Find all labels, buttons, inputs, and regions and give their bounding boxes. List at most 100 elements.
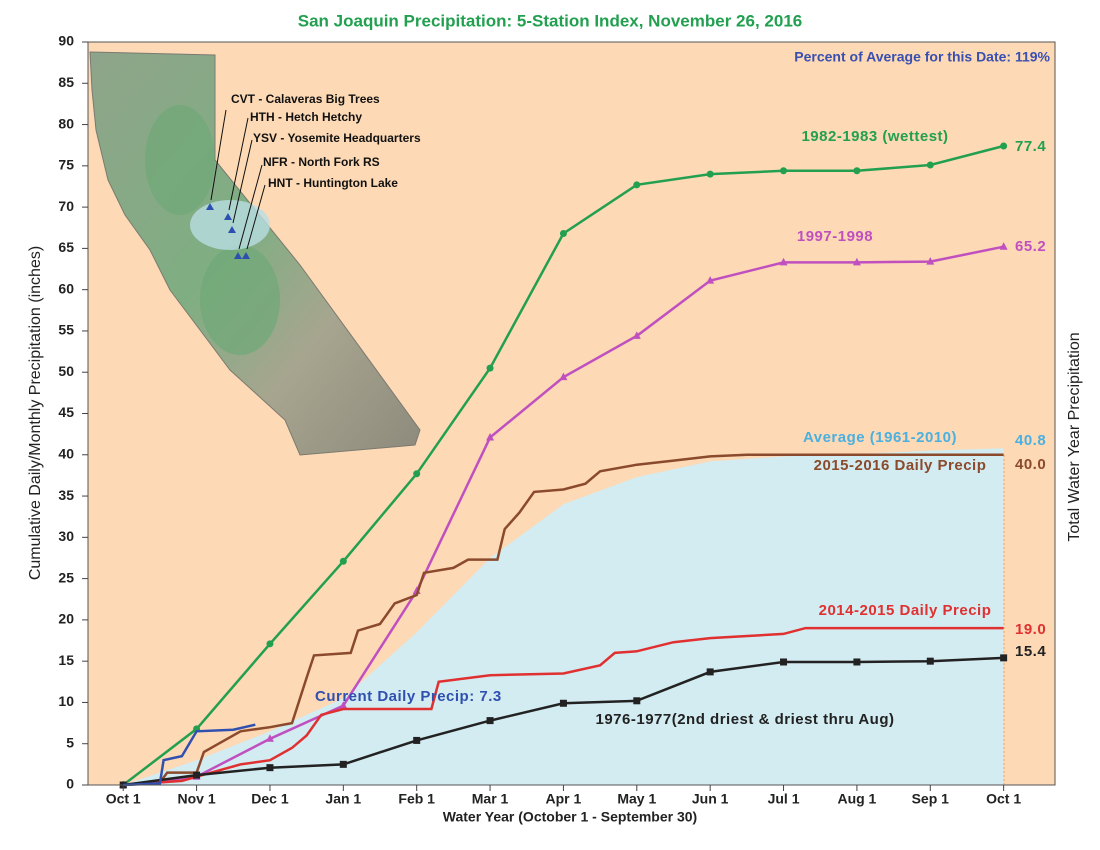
marker: [633, 181, 641, 189]
series-label: Average (1961-2010): [803, 429, 957, 446]
end-value-label: 19.0: [1015, 621, 1046, 638]
y-tick-label: 25: [58, 569, 74, 585]
y-tick-label: 10: [58, 693, 74, 709]
marker: [266, 640, 274, 648]
station: [228, 226, 236, 233]
x-tick-label: Sep 1: [912, 791, 950, 807]
marker: [265, 734, 274, 742]
marker: [999, 242, 1008, 250]
end-value-label: 77.4: [1015, 138, 1046, 155]
marker: [779, 257, 788, 266]
map-inset: CVT - Calaveras Big Trees HTH - Hetch He…: [89, 51, 421, 456]
y-tick-label: 65: [58, 239, 74, 255]
y-tick-label: 0: [66, 776, 74, 792]
y-tick-label: 80: [58, 115, 74, 131]
x-tick-label: Aug 1: [837, 791, 876, 807]
map-label: YSV - Yosemite Headquarters: [253, 131, 421, 145]
y-tick-label: 90: [58, 33, 74, 49]
station: [224, 213, 232, 220]
series-label: 2015-2016 Daily Precip: [814, 457, 987, 474]
end-value-label: 15.4: [1015, 643, 1046, 660]
y-tick-label: 30: [58, 528, 74, 544]
marker: [706, 170, 714, 178]
marker: [1000, 142, 1008, 150]
chart-title: San Joaquin Precipitation: 5-Station Ind…: [298, 11, 802, 30]
series-label: 2014-2015 Daily Precip: [819, 602, 992, 619]
y-tick-label: 35: [58, 487, 74, 503]
y-tick-label: 20: [58, 611, 74, 627]
marker: [926, 657, 934, 665]
marker: [853, 167, 861, 175]
series-line: [123, 453, 1004, 787]
valley: [145, 105, 215, 215]
marker: [926, 257, 935, 265]
series-label: 1976-1977(2nd driest & driest thru Aug): [595, 711, 894, 728]
marker: [486, 717, 494, 725]
marker: [926, 161, 934, 169]
station: [242, 252, 250, 259]
end-value-label: 40.8: [1015, 432, 1046, 449]
map-label: NFR - North Fork RS: [263, 155, 380, 169]
marker: [193, 771, 201, 779]
marker: [633, 697, 641, 705]
y-tick-label: 15: [58, 652, 74, 668]
end-value-label: 65.2: [1015, 238, 1046, 255]
x-axis-label: Water Year (October 1 - September 30): [443, 809, 697, 825]
y2-axis-label: Total Water Year Precipitation: [1066, 332, 1083, 541]
marker: [486, 432, 495, 441]
x-tick-label: Mar 1: [472, 791, 509, 807]
series-line: [123, 626, 1004, 787]
marker: [339, 701, 348, 709]
marker: [486, 364, 494, 372]
marker: [339, 760, 347, 768]
map-label: HTH - Hetch Hetchy: [250, 110, 362, 124]
x-tick-label: May 1: [617, 791, 656, 807]
x-tick-label: Oct 1: [986, 791, 1021, 807]
y-tick-label: 50: [58, 363, 74, 379]
y-tick-label: 45: [58, 404, 74, 420]
series-label: Current Daily Precip: 7.3: [315, 688, 502, 705]
valley: [200, 245, 280, 355]
y-tick-label: 85: [58, 74, 74, 90]
marker: [632, 331, 641, 339]
station: [206, 203, 214, 210]
marker: [413, 736, 421, 744]
x-tick-label: Nov 1: [178, 791, 216, 807]
marker: [266, 764, 274, 772]
y-tick-label: 70: [58, 198, 74, 214]
marker: [706, 276, 715, 284]
y-tick-label: 75: [58, 157, 74, 173]
x-tick-label: Oct 1: [106, 791, 141, 807]
series-line: [123, 723, 256, 787]
subtitle: Percent of Average for this Date: 119%: [794, 49, 1050, 65]
arrows: [210, 109, 266, 250]
y-tick-label: 60: [58, 280, 74, 296]
y-tick-label: 40: [58, 445, 74, 461]
marker: [852, 257, 861, 266]
x-tick-label: Jul 1: [768, 791, 800, 807]
marker: [413, 470, 421, 478]
y-tick-label: 55: [58, 322, 74, 338]
marker: [339, 557, 347, 565]
x-tick-label: Dec 1: [251, 791, 289, 807]
marker: [559, 699, 567, 707]
marker: [559, 230, 567, 238]
y-tick-label: 5: [66, 734, 74, 750]
x-tick-label: Feb 1: [398, 791, 435, 807]
marker: [706, 668, 714, 676]
y-axis-label: Cumulative Daily/Monthly Precipitation (…: [27, 246, 44, 580]
marker: [1000, 654, 1008, 662]
marker: [780, 658, 788, 666]
station: [234, 252, 242, 259]
x-tick-label: Jun 1: [692, 791, 729, 807]
end-value-label: 40.0: [1015, 456, 1046, 473]
map-label: CVT - Calaveras Big Trees: [231, 92, 380, 106]
series-label: 1982-1983 (wettest): [801, 128, 948, 145]
marker: [780, 167, 788, 175]
x-tick-label: Jan 1: [325, 791, 361, 807]
average-area: [123, 448, 1004, 785]
x-tick-label: Apr 1: [546, 791, 582, 807]
marker: [853, 658, 861, 666]
series-label: 1997-1998: [797, 228, 873, 245]
